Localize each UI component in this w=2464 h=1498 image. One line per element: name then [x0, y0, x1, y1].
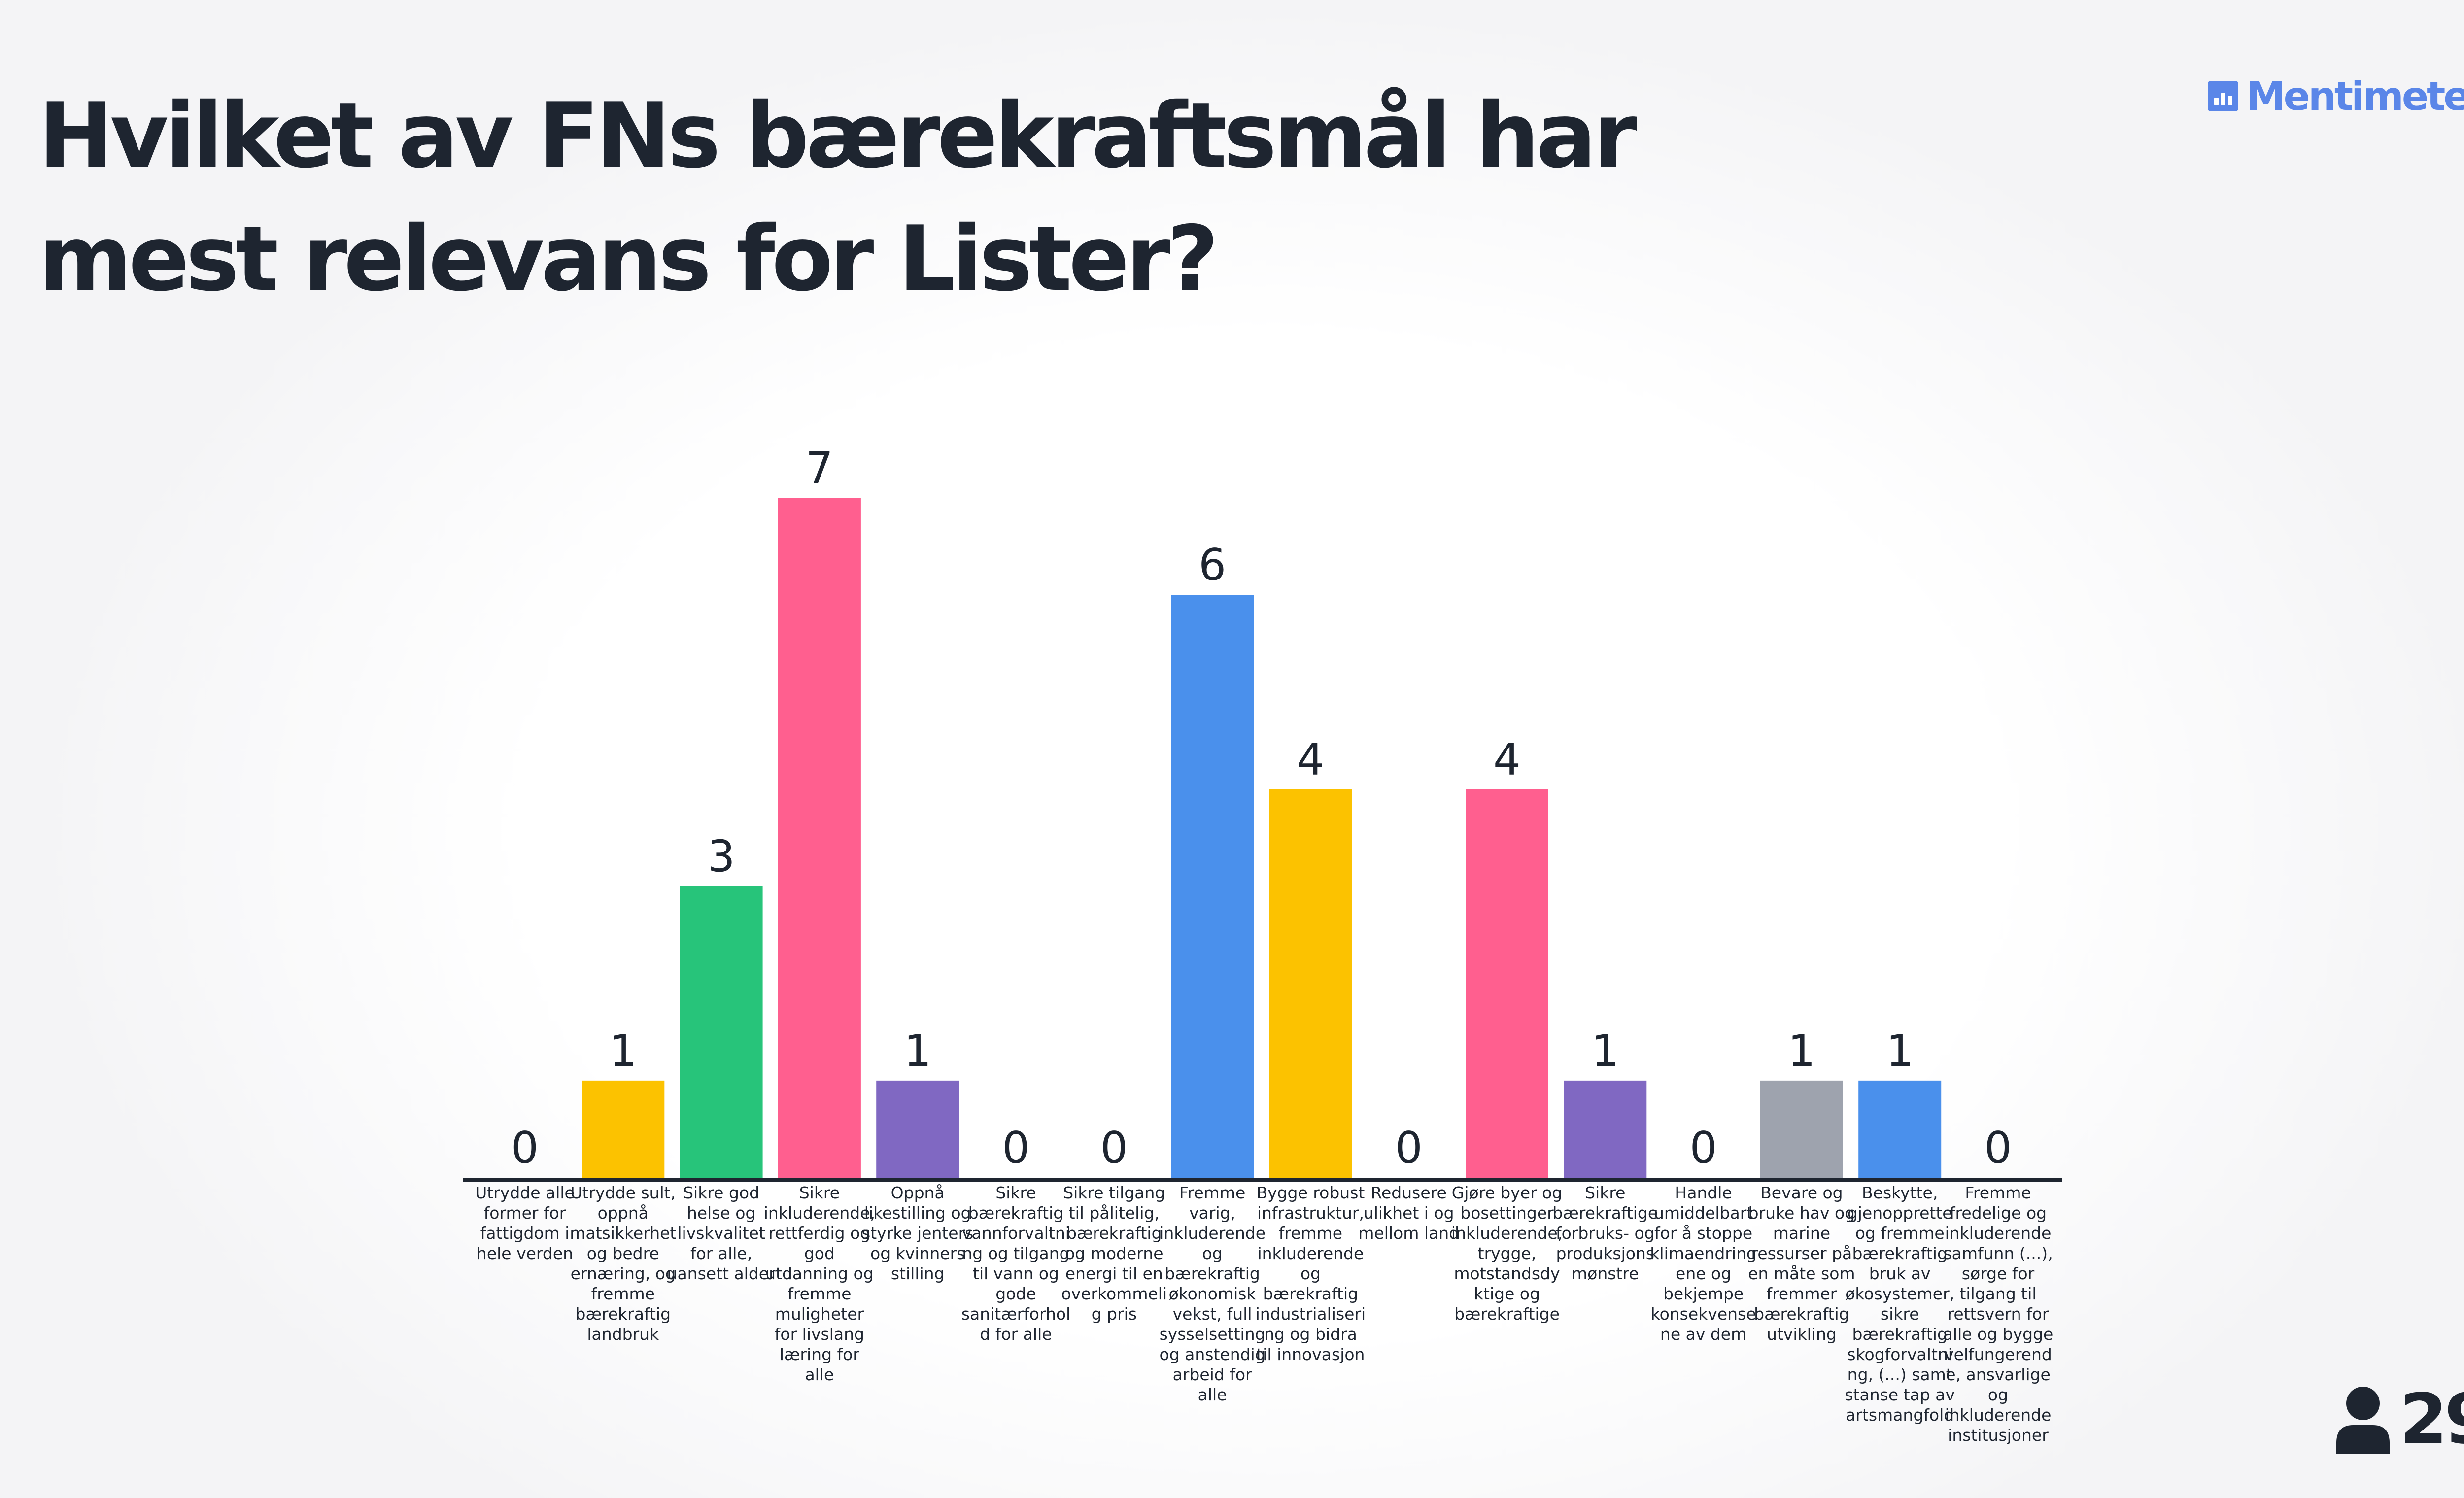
bar-value-label: 1 — [1591, 1025, 1619, 1076]
category-label: Redusere ulikhet i og mellom land — [1358, 1183, 1460, 1243]
category-label: Sikre tilgang til pålitelig, bærekraftig… — [1061, 1183, 1167, 1324]
bar-value-label: 0 — [1002, 1123, 1030, 1173]
bar-value-label: 0 — [1100, 1123, 1128, 1173]
bar — [778, 498, 861, 1178]
category-label: Gjøre byer og bosettinger inkluderende, … — [1451, 1183, 1563, 1324]
participants-number: 29 — [2399, 1379, 2464, 1460]
participant-count: 29 — [2333, 1379, 2464, 1460]
bar — [1760, 1080, 1843, 1178]
bar-value-label: 4 — [1297, 734, 1324, 784]
category-label: Utrydde sult, oppnå matsikkerhet og bedr… — [570, 1183, 677, 1344]
bar-value-label: 1 — [904, 1025, 931, 1076]
category-label: Fremme fredelige og inkluderende samfunn… — [1943, 1183, 2053, 1445]
category-label: Sikre god helse og livskvalitet for alle… — [667, 1183, 776, 1283]
bar-value-label: 0 — [1985, 1123, 2012, 1173]
category-label: Sikre inkluderende, rettferdig og god ut… — [763, 1183, 876, 1384]
category-label: Sikre bærekraftig vannforvaltning og til… — [961, 1183, 1071, 1344]
bar — [1171, 595, 1254, 1178]
mentimeter-logo-icon — [2208, 81, 2238, 111]
bar — [1858, 1080, 1942, 1178]
bar — [680, 886, 763, 1178]
bar-value-label: 0 — [511, 1123, 539, 1173]
category-label: Beskytte, gjenopprette og fremme bærekra… — [1845, 1183, 1955, 1425]
bar — [1564, 1080, 1647, 1178]
bar-value-label: 4 — [1493, 734, 1521, 784]
bar-value-label: 0 — [1690, 1123, 1717, 1173]
bar-value-label: 3 — [708, 831, 735, 882]
bar-value-label: 1 — [1886, 1025, 1914, 1076]
bar — [876, 1080, 959, 1178]
person-icon — [2336, 1387, 2390, 1454]
category-label: Fremme varig, inkluderende og bærekrafti… — [1159, 1183, 1266, 1404]
bar-value-label: 0 — [1395, 1123, 1423, 1173]
bar — [1269, 789, 1352, 1178]
question-title: Hvilket av FNs bærekraftsmål har mest re… — [38, 83, 1637, 311]
bar — [1466, 789, 1548, 1178]
bar-value-label: 1 — [1788, 1025, 1815, 1076]
category-label: Sikre bærekraftige forbruks- og produksj… — [1552, 1183, 1658, 1283]
category-label: Oppnå likestilling og styrke jenters og … — [862, 1183, 974, 1283]
brand-name: Mentimeter — [2246, 73, 2464, 119]
bar-value-label: 1 — [609, 1025, 637, 1076]
category-label: Utrydde alle former for fattigdom i hele… — [475, 1183, 575, 1263]
category-label: Bygge robust infrastruktur, fremme inklu… — [1255, 1183, 1366, 1364]
category-label: Handle umiddelbart for å stoppe klimaend… — [1650, 1183, 1757, 1344]
category-label: Bevare og bruke hav og marine ressurser … — [1748, 1183, 1855, 1344]
bar-value-label: 7 — [806, 443, 833, 493]
bar-value-label: 6 — [1198, 540, 1226, 590]
mentimeter-logo: Mentimeter — [2208, 69, 2464, 123]
bar — [582, 1080, 665, 1178]
